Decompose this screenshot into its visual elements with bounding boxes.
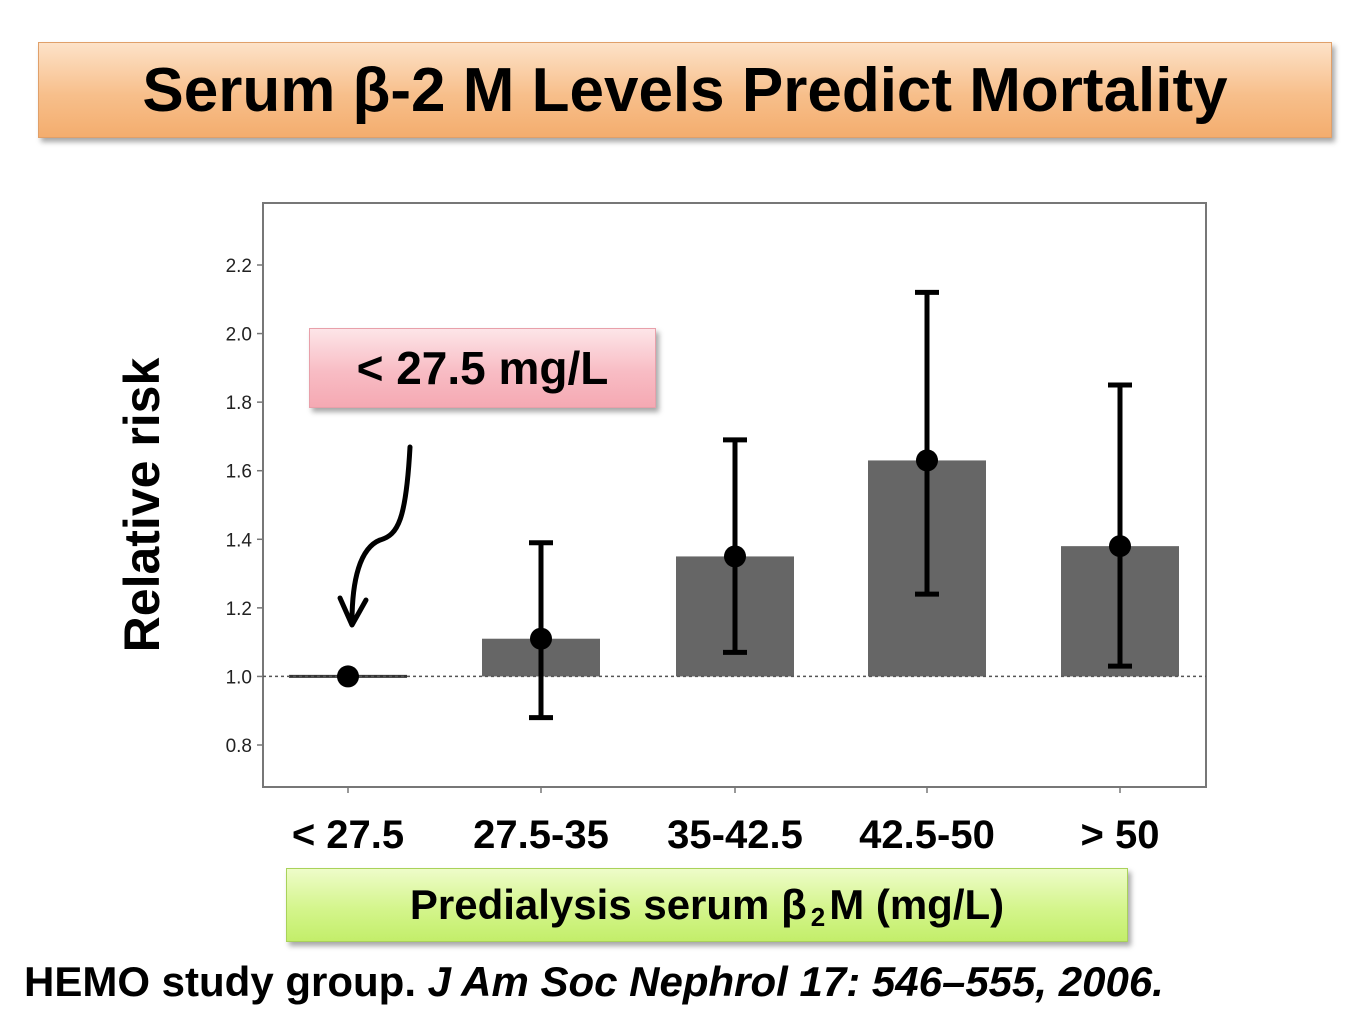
y-tick-label: 2.2 [226, 256, 252, 277]
y-tick-label: 1.6 [226, 462, 252, 483]
y-tick-label: 1.4 [226, 530, 253, 551]
citation-journal: J Am Soc Nephrol 17: 546–555, 2006. [427, 958, 1164, 1005]
title-banner: Serum β-2 M Levels Predict Mortality [38, 42, 1332, 138]
y-tick-label: 1.2 [226, 599, 252, 620]
point [916, 449, 938, 472]
y-axis: 0.8 1.0 1.2 1.4 1.6 1.8 2.0 2.2 [226, 256, 263, 757]
x-axis-label-suffix: M (mg/L) [829, 881, 1005, 928]
point [1109, 535, 1131, 558]
y-tick-label: 2.0 [226, 325, 252, 346]
x-tick-label: 27.5-35 [473, 813, 609, 857]
arrow-head-icon [337, 595, 369, 628]
y-tick-label: 0.8 [226, 736, 252, 757]
callout-arrow [349, 444, 413, 625]
citation: HEMO study group. J Am Soc Nephrol 17: 5… [24, 958, 1354, 1014]
y-axis-label: Relative risk [114, 357, 170, 653]
x-axis-label-prefix: Predialysis serum β [409, 881, 807, 928]
x-tick-label: 42.5-50 [859, 813, 995, 857]
y-tick-label: 1.8 [226, 393, 252, 414]
x-tick-label: > 50 [1081, 813, 1160, 857]
page-title: Serum β-2 M Levels Predict Mortality [142, 55, 1228, 125]
callout-label: < 27.5 mg/L [309, 328, 656, 408]
points [337, 449, 1131, 688]
x-axis-label-subscript: 2 [810, 901, 826, 932]
x-axis-ticks [347, 787, 1121, 793]
x-tick-label: 35-42.5 [667, 813, 803, 857]
point [337, 665, 359, 688]
point [724, 545, 746, 568]
point [530, 627, 552, 650]
x-axis-label: Predialysis serum β 2 M (mg/L) [286, 868, 1128, 942]
y-tick-label: 1.0 [226, 667, 252, 688]
citation-authors: HEMO study group. [24, 958, 416, 1005]
x-tick-label: < 27.5 [292, 813, 404, 857]
category-labels: < 27.5 27.5-35 35-42.5 42.5-50 > 50 [292, 813, 1160, 857]
